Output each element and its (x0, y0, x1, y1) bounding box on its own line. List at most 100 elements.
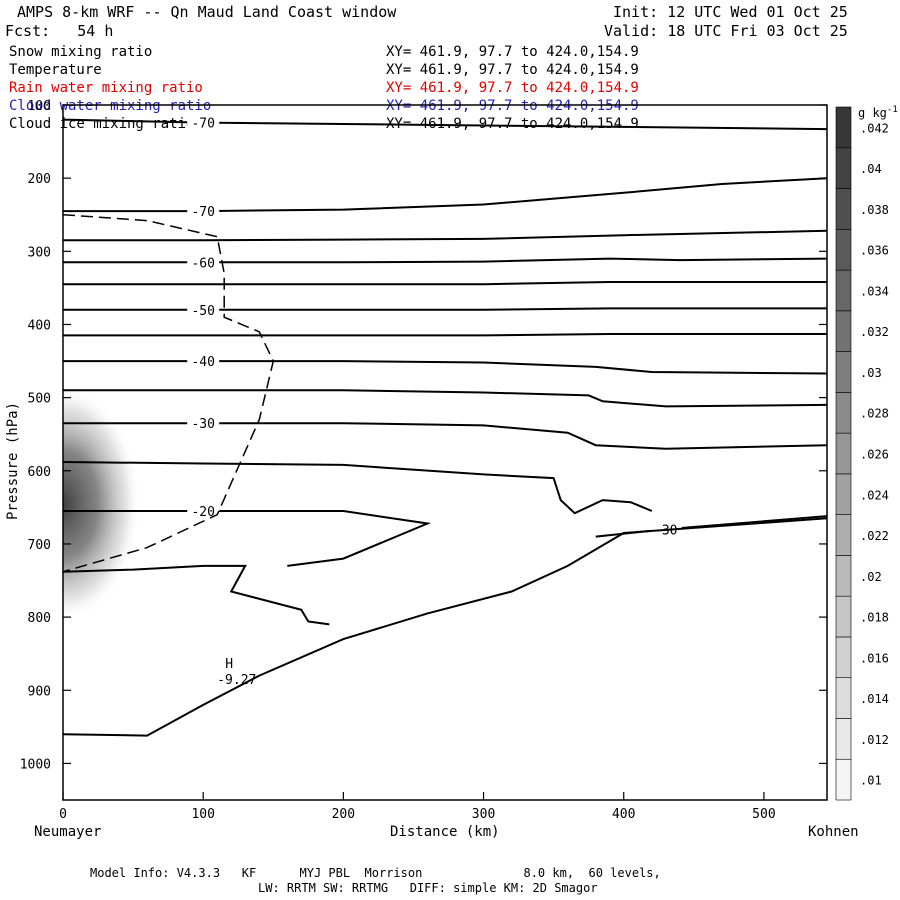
contour-label-bg (187, 416, 220, 431)
y-tick-label: 1000 (20, 757, 51, 772)
field-xy-range: XY= 461.9, 97.7 to 424.0,154.9 (386, 98, 639, 114)
y-tick-label: 600 (28, 465, 51, 480)
colorbar-label: .036 (860, 244, 889, 258)
colorbar-swatch (835, 228, 852, 271)
colorbar-label: .03 (860, 366, 882, 380)
temperature-contour (63, 257, 827, 264)
field-name: Rain water mixing ratio (9, 80, 203, 96)
colorbar-label: .016 (860, 651, 889, 665)
y-tick-label: 400 (28, 318, 51, 333)
x-tick-label: 200 (332, 807, 355, 822)
contour-label: -20 (191, 505, 214, 520)
colorbar-label: .022 (860, 529, 889, 543)
contour-label-bg (187, 354, 220, 369)
contour-label-bg (187, 204, 220, 219)
colorbar-swatch (835, 718, 852, 760)
colorbar-label: .014 (860, 692, 889, 706)
y-axis-label: Pressure (hPa) (5, 401, 21, 520)
left-endpoint-label: Neumayer (34, 824, 102, 840)
colorbar-label: .038 (860, 203, 889, 217)
colorbar-label: .012 (860, 733, 889, 747)
colorbar-swatch (835, 147, 852, 189)
colorbar-swatch (835, 555, 852, 597)
y-tick-label: 500 (28, 392, 51, 407)
y-tick-label: 100 (28, 99, 51, 114)
colorbar-label: .02 (860, 570, 882, 584)
colorbar-label: .01 (860, 774, 882, 788)
colorbar-label: .028 (860, 407, 889, 421)
y-tick-label: 700 (28, 538, 51, 553)
temperature-contour (63, 389, 827, 408)
colorbar-label: .04 (860, 162, 882, 176)
colorbar-unit-exponent: -1 (887, 105, 898, 115)
colorbar-swatch (835, 758, 852, 801)
field-xy-range: XY= 461.9, 97.7 to 424.0,154.9 (386, 116, 639, 132)
right-endpoint-label: Kohnen (808, 824, 859, 840)
x-axis-label: Distance (km) (390, 824, 500, 840)
colorbar-swatch (835, 351, 852, 393)
temperature-contour (63, 307, 827, 311)
forecast-hour: Fcst: 54 h (5, 22, 114, 40)
temperature-contour (63, 118, 827, 131)
contour-label: -50 (191, 304, 214, 319)
x-tick-label: 100 (191, 807, 214, 822)
snow-shading (63, 385, 141, 622)
temperature-contour (63, 360, 827, 375)
colorbar-swatch (835, 269, 852, 312)
colorbar-label: .034 (860, 284, 889, 298)
field-xy-range: XY= 461.9, 97.7 to 424.0,154.9 (386, 62, 639, 78)
temperature-contour (63, 177, 827, 213)
field-name: Snow mixing ratio (9, 44, 153, 60)
terrain-surface-line (63, 517, 827, 737)
colorbar-swatch (835, 677, 852, 719)
x-tick-label: 400 (612, 807, 635, 822)
x-tick-label: 300 (472, 807, 495, 822)
temperature-contour (63, 422, 827, 450)
x-tick-label: 500 (752, 807, 775, 822)
contour-label: -70 (191, 205, 214, 220)
colorbar-swatch (835, 432, 852, 475)
colorbar-swatch (835, 473, 852, 515)
contour-label: -70 (191, 117, 214, 132)
colorbar-swatch (835, 514, 852, 556)
colorbar-swatch (835, 310, 852, 352)
temperature-contour (63, 281, 827, 286)
field-name: Temperature (9, 62, 102, 78)
chart-title: AMPS 8-km WRF -- Qn Maud Land Coast wind… (17, 3, 397, 21)
colorbar-unit: g kg-1 (858, 105, 898, 120)
y-tick-label: 300 (28, 245, 51, 260)
contour-label-bg (187, 504, 220, 519)
temperature-contour (63, 564, 330, 626)
colorbar-swatch (835, 595, 852, 638)
colorbar-label: .024 (860, 488, 889, 502)
contour-label-bg (187, 115, 220, 130)
init-time: Init: 12 UTC Wed 01 Oct 25 (613, 3, 848, 21)
cloud-boundary-contour (63, 213, 275, 573)
model-info: Model Info: V4.3.3 KF MYJ PBL Morrison 8… (90, 866, 661, 880)
colorbar-label: .018 (860, 611, 889, 625)
contour-label-bg (187, 255, 220, 270)
contour-label: -40 (191, 355, 214, 370)
colorbar-swatch (835, 636, 852, 679)
colorbar-swatch (835, 106, 852, 149)
temperature-contour (63, 461, 653, 515)
field-xy-range: XY= 461.9, 97.7 to 424.0,154.9 (386, 44, 639, 60)
temperature-contour (63, 333, 827, 337)
extremum-value: -9.27 (217, 673, 256, 688)
contour-label: -60 (191, 256, 214, 271)
y-tick-label: 900 (28, 684, 51, 699)
x-tick-label: 0 (59, 807, 67, 822)
field-xy-range: XY= 461.9, 97.7 to 424.0,154.9 (386, 80, 639, 96)
plot-frame (62, 104, 828, 801)
y-tick-label: 200 (28, 172, 51, 187)
colorbar-label: .032 (860, 325, 889, 339)
y-tick-label: 800 (28, 611, 51, 626)
temperature-contour (63, 510, 432, 567)
temperature-contour (63, 229, 827, 242)
colorbar-label: .042 (860, 121, 889, 135)
valid-time: Valid: 18 UTC Fri 03 Oct 25 (604, 22, 848, 40)
extremum-marker: H (225, 657, 233, 672)
model-physics: LW: RRTM SW: RRTMG DIFF: simple KM: 2D S… (258, 881, 598, 895)
colorbar-swatch (835, 392, 852, 434)
